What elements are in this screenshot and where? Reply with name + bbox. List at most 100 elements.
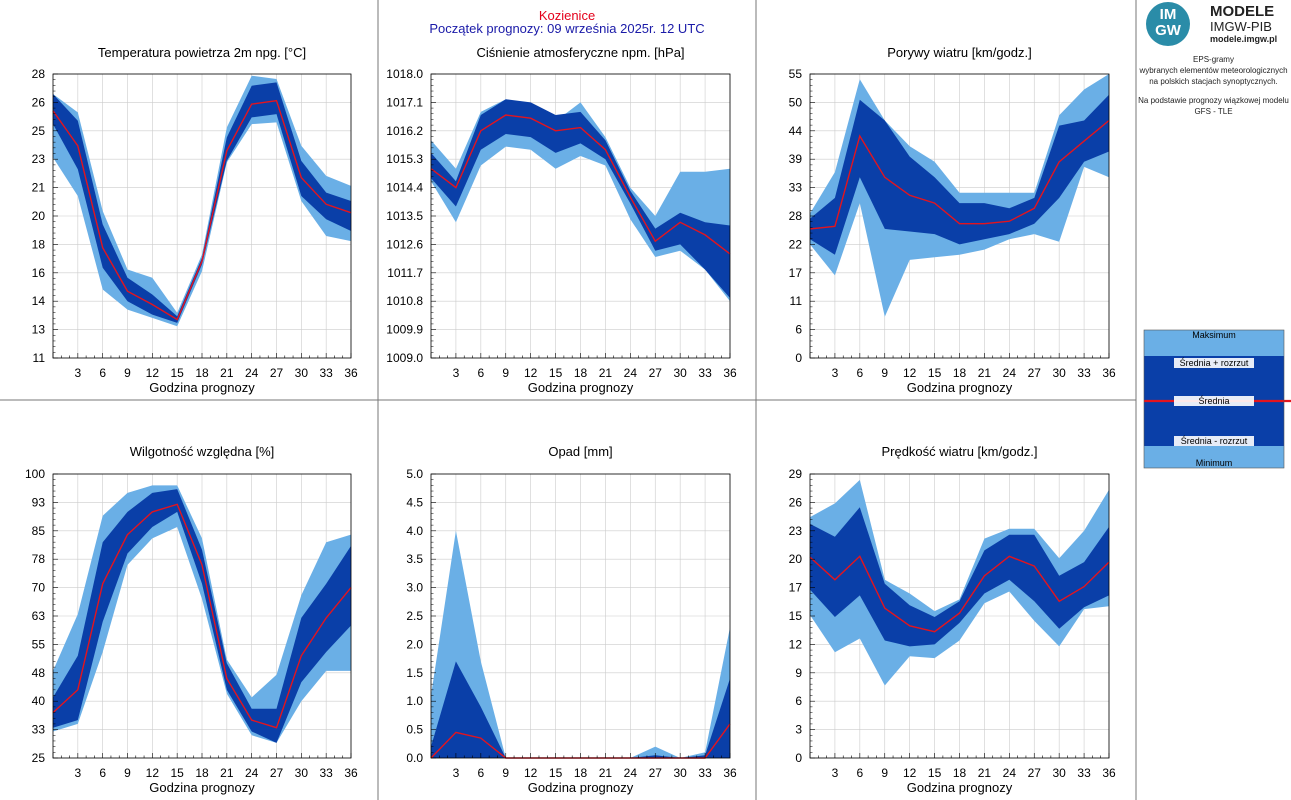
- spread-band: [431, 661, 730, 758]
- y-tick-label: 55: [32, 637, 46, 651]
- description-line: na polskich stacjach synoptycznych.: [1149, 77, 1278, 86]
- x-tick-label: 12: [146, 366, 160, 380]
- x-tick-label: 9: [124, 766, 131, 780]
- y-tick-label: 0: [795, 751, 802, 765]
- chart-panel-5: 3 6 9 12 15 18 21 24 27 30 33 36036912151720232629P…: [789, 444, 1116, 795]
- y-tick-label: 3: [795, 723, 802, 737]
- x-tick-label: 21: [978, 366, 992, 380]
- x-tick-label: 21: [599, 366, 613, 380]
- x-tick-label: 18: [953, 766, 967, 780]
- y-tick-label: 29: [789, 467, 803, 481]
- y-tick-label: 12: [789, 637, 803, 651]
- mean-line: [430, 114, 731, 255]
- y-tick-label: 14: [32, 294, 46, 308]
- y-tick-label: 1009.0: [386, 351, 423, 365]
- x-tick-label: 27: [1028, 366, 1042, 380]
- y-tick-label: 33: [789, 181, 803, 195]
- y-tick-label: 1018.0: [386, 67, 423, 81]
- chart-title: Temperatura powietrza 2m npg. [°C]: [98, 45, 306, 60]
- x-tick-label: 30: [673, 366, 687, 380]
- y-tick-label: 55: [789, 67, 803, 81]
- x-tick-label: 15: [170, 366, 184, 380]
- x-tick-label: 30: [1052, 766, 1066, 780]
- y-tick-label: 33: [32, 723, 46, 737]
- x-tick-label: 6: [477, 366, 484, 380]
- x-axis-label: Godzina prognozy: [907, 380, 1013, 395]
- y-tick-label: 23: [789, 524, 803, 538]
- y-tick-label: 1.5: [406, 666, 423, 680]
- spread-band: [810, 507, 1109, 647]
- x-tick-label: 21: [599, 766, 613, 780]
- y-tick-label: 0.0: [406, 751, 423, 765]
- description-line: Na podstawie prognozy wiązkowej modelu: [1138, 96, 1289, 105]
- legend-mean-label: Średnia: [1174, 396, 1254, 406]
- x-tick-label: 3: [74, 366, 81, 380]
- x-tick-label: 12: [903, 366, 917, 380]
- x-tick-label: 6: [477, 766, 484, 780]
- description: EPS-gramy wybranych elementów meteorolog…: [1136, 54, 1291, 117]
- x-tick-label: 30: [673, 766, 687, 780]
- x-tick-label: 15: [170, 766, 184, 780]
- y-tick-label: 63: [32, 609, 46, 623]
- chart-title: Porywy wiatru [km/godz.]: [887, 45, 1032, 60]
- y-tick-label: 2.5: [406, 609, 423, 623]
- x-tick-label: 27: [649, 366, 663, 380]
- y-tick-label: 70: [32, 581, 46, 595]
- chart-panel-3: 3 6 9 12 15 18 21 24 27 30 33 362533404855637078859…: [25, 444, 358, 795]
- x-tick-label: 12: [146, 766, 160, 780]
- y-tick-label: 1010.8: [386, 294, 423, 308]
- y-tick-label: 1015.3: [386, 152, 423, 166]
- x-axis-label: Godzina prognozy: [907, 780, 1013, 795]
- x-tick-label: 36: [723, 766, 737, 780]
- description-line: wybranych elementów meteorologicznych: [1139, 66, 1288, 75]
- y-tick-label: 11: [33, 351, 46, 365]
- y-tick-label: 0: [795, 351, 802, 365]
- x-tick-label: 36: [344, 766, 358, 780]
- x-tick-label: 21: [978, 766, 992, 780]
- y-tick-label: 1013.5: [386, 209, 423, 223]
- chart-panel-1: 3 6 9 12 15 18 21 24 27 30 33 361009.01009.91010.81…: [386, 45, 737, 395]
- x-tick-label: 21: [220, 766, 234, 780]
- chart-title: Ciśnienie atmosferyczne npm. [hPa]: [476, 45, 684, 60]
- legend-max-label: Maksimum: [1192, 330, 1236, 340]
- station-title: Kozienice: [538, 8, 596, 23]
- y-tick-label: 15: [789, 609, 803, 623]
- y-tick-label: 4.5: [406, 495, 423, 509]
- x-tick-label: 3: [453, 766, 460, 780]
- chart-title: Opad [mm]: [548, 444, 612, 459]
- x-axis-label: Godzina prognozy: [149, 380, 255, 395]
- y-tick-label: 1012.6: [386, 237, 423, 251]
- y-tick-label: 6: [795, 694, 802, 708]
- y-tick-label: 25: [32, 751, 46, 765]
- x-tick-label: 33: [698, 366, 712, 380]
- x-tick-label: 18: [574, 366, 588, 380]
- legend-mean-plus-label: Średnia + rozrzut: [1174, 358, 1254, 368]
- y-tick-label: 40: [32, 694, 46, 708]
- y-tick-label: 39: [789, 152, 803, 166]
- imgw-logo-icon: IM GW: [1146, 2, 1190, 46]
- y-tick-label: 20: [32, 209, 46, 223]
- x-tick-label: 30: [1052, 366, 1066, 380]
- mean-line: [52, 503, 352, 729]
- x-tick-label: 27: [1028, 766, 1042, 780]
- logo-title: MODELE: [1210, 3, 1275, 20]
- logo-subtitle: IMGW-PIB: [1210, 19, 1272, 34]
- y-tick-label: 0.5: [406, 723, 423, 737]
- x-tick-label: 33: [698, 766, 712, 780]
- x-tick-label: 18: [953, 366, 967, 380]
- chart-title: Wilgotność względna [%]: [130, 444, 275, 459]
- x-tick-label: 27: [649, 766, 663, 780]
- x-tick-label: 33: [1077, 766, 1091, 780]
- x-tick-label: 30: [295, 366, 309, 380]
- logo-mark-top: IM: [1159, 6, 1177, 23]
- x-tick-label: 36: [1102, 366, 1116, 380]
- y-tick-label: 93: [32, 495, 46, 509]
- logo-url[interactable]: modele.imgw.pl: [1210, 34, 1278, 44]
- x-tick-label: 6: [99, 366, 106, 380]
- y-tick-label: 1016.2: [386, 124, 423, 138]
- x-tick-label: 15: [928, 766, 942, 780]
- description-line: EPS-gramy: [1193, 55, 1234, 64]
- imgw-logo[interactable]: IM GW MODELE IMGW-PIB modele.imgw.pl: [1146, 2, 1286, 46]
- x-tick-label: 18: [195, 766, 209, 780]
- y-tick-label: 25: [32, 124, 46, 138]
